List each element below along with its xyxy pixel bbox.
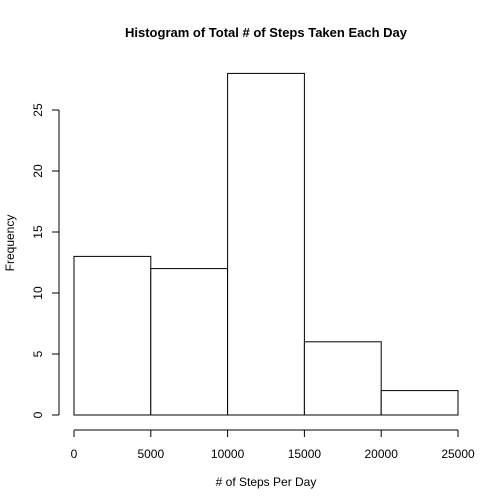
x-axis-label: # of Steps Per Day (216, 475, 317, 489)
y-tick-label-2: 10 (31, 286, 45, 300)
x-tick-label-2: 10000 (211, 447, 245, 461)
chart-title: Histogram of Total # of Steps Taken Each… (125, 25, 408, 40)
bar-2 (227, 72, 305, 416)
y-tick-label-0: 0 (31, 411, 45, 418)
bars-group (73, 72, 459, 416)
y-axis-label: Frequency (3, 215, 17, 272)
x-tick-label-4: 20000 (365, 447, 399, 461)
x-tick-label-1: 5000 (137, 447, 164, 461)
y-tick-label-1: 5 (31, 350, 45, 357)
y-axis: 0 5 10 15 20 25 (31, 103, 60, 418)
bar-4 (380, 390, 459, 416)
bar-0 (73, 255, 152, 416)
bar-1 (150, 268, 229, 416)
x-axis: 0 5000 10000 15000 20000 25000 (71, 429, 475, 461)
y-tick-label-4: 20 (31, 164, 45, 178)
bar-3 (303, 341, 382, 416)
x-tick-label-0: 0 (71, 447, 78, 461)
x-tick-label-3: 15000 (288, 447, 322, 461)
y-tick-label-3: 15 (31, 225, 45, 239)
y-tick-label-5: 25 (31, 103, 45, 117)
x-tick-label-5: 25000 (441, 447, 475, 461)
